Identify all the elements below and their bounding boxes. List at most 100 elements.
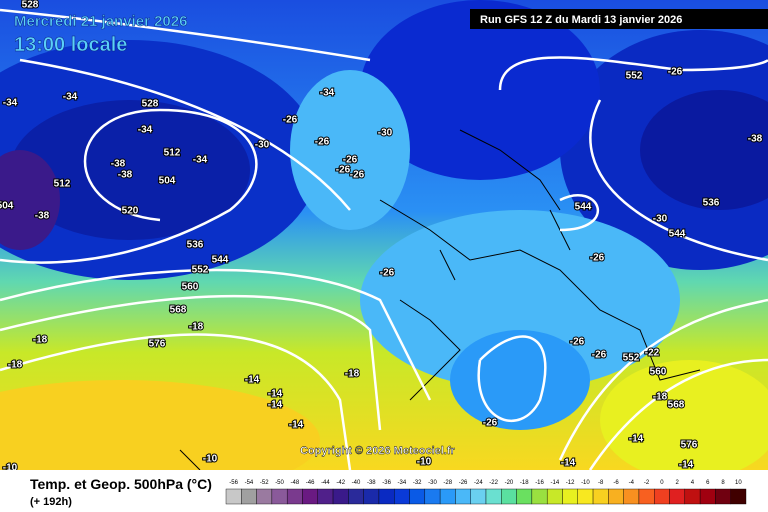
legend-swatch — [608, 488, 624, 505]
legend-swatch — [730, 488, 747, 505]
legend-swatch — [699, 488, 716, 505]
contour-label: -34 — [138, 125, 153, 136]
legend-swatch — [241, 488, 257, 505]
contour-label: 520 — [122, 206, 139, 217]
legend-label: -16 — [535, 480, 544, 486]
legend-label: -50 — [275, 480, 284, 486]
legend-label: -6 — [613, 480, 619, 486]
contour-label: -38 — [748, 134, 763, 145]
contour-label: 544 — [575, 202, 592, 213]
legend-label: 0 — [660, 480, 664, 486]
contour-label: -10 — [417, 457, 432, 468]
legend-label: -22 — [489, 480, 498, 486]
contour-label: -14 — [268, 389, 283, 400]
legend-swatch — [715, 488, 731, 505]
contour-label: 528 — [142, 99, 159, 110]
legend-swatch — [562, 488, 578, 505]
contour-label: -34 — [320, 88, 335, 99]
map: 528-34-34528-34512-38-38504-34520512-385… — [0, 0, 768, 500]
legend-swatch — [623, 488, 640, 505]
contour-label: -26 — [315, 137, 330, 148]
contour-label: -30 — [378, 128, 393, 139]
legend-swatch — [546, 488, 563, 505]
legend-swatch — [302, 488, 318, 505]
legend-swatch — [501, 488, 517, 505]
contour-label: -26 — [380, 268, 395, 279]
contour-label: 552 — [192, 265, 209, 276]
legend-swatch — [225, 488, 242, 505]
copyright: Copyright © 2026 Meteociel.fr — [300, 445, 456, 457]
contour-label: 536 — [187, 240, 204, 251]
legend-label: -44 — [321, 480, 330, 486]
legend-label: -10 — [581, 480, 590, 486]
contour-label: -18 — [653, 392, 668, 403]
legend-swatch — [363, 488, 380, 505]
contour-label: -14 — [245, 375, 260, 386]
contour-label: -14 — [268, 400, 283, 411]
legend-label: -42 — [336, 480, 345, 486]
contour-label: -30 — [255, 140, 270, 151]
legend-swatch — [317, 488, 334, 505]
contour-label: 568 — [170, 305, 187, 316]
legend-label: -18 — [520, 480, 529, 486]
legend-label: 2 — [676, 480, 680, 486]
legend-label: -4 — [629, 480, 635, 486]
legend-swatch — [256, 488, 273, 505]
legend-swatch — [286, 488, 303, 505]
legend-swatch — [577, 488, 594, 505]
legend-swatch — [516, 488, 533, 505]
contour-label: -18 — [189, 322, 204, 333]
contour-label: -14 — [289, 420, 304, 431]
legend-swatch — [332, 488, 349, 505]
contour-label: -18 — [345, 369, 360, 380]
contour-label: -14 — [561, 458, 576, 469]
contour-label: 560 — [182, 282, 199, 293]
legend-label: 6 — [706, 480, 710, 486]
contour-label: -26 — [343, 155, 358, 166]
legend-label: -48 — [290, 480, 299, 486]
footer-title: Temp. et Geop. 500hPa (°C) — [30, 476, 212, 492]
contour-label: -22 — [645, 348, 660, 359]
map-time: 13:00 locale — [14, 34, 127, 56]
legend-label: -30 — [428, 480, 437, 486]
legend-label: -56 — [229, 480, 238, 486]
contour-label: -26 — [336, 165, 351, 176]
contour-label: -26 — [570, 337, 585, 348]
legend-label: 8 — [721, 480, 725, 486]
run-info: Run GFS 12 Z du Mardi 13 janvier 2026 — [480, 14, 682, 26]
contour-label: 544 — [212, 255, 229, 266]
contour-label: -26 — [350, 170, 365, 181]
contour-label: 576 — [149, 339, 166, 350]
contour-label: -14 — [679, 460, 694, 471]
contour-label: 552 — [626, 71, 643, 82]
contour-label: -26 — [668, 67, 683, 78]
legend-label: -8 — [598, 480, 604, 486]
contour-label: -18 — [8, 360, 23, 371]
contour-label: 576 — [681, 440, 698, 451]
legend-label: 10 — [735, 480, 742, 486]
legend-label: -12 — [566, 480, 575, 486]
legend-swatch — [684, 488, 701, 505]
contour-label: 512 — [164, 148, 181, 159]
legend: -56 -54 -52 -50 -48 -46 -44 -42 -40 -38 -36 -34 -32-… — [225, 480, 747, 505]
contour-label: -34 — [193, 155, 208, 166]
legend-label: -2 — [644, 480, 650, 486]
legend-label: -40 — [352, 480, 361, 486]
legend-label: -46 — [306, 480, 315, 486]
legend-swatch — [455, 488, 471, 505]
legend-label: -54 — [245, 480, 254, 486]
legend-label: -20 — [505, 480, 514, 486]
legend-label: -32 — [413, 480, 422, 486]
contour-label: -26 — [590, 253, 605, 264]
contour-label: 544 — [669, 229, 686, 240]
contour-label: -14 — [629, 434, 644, 445]
legend-swatch — [470, 488, 487, 505]
legend-swatch — [271, 488, 288, 505]
legend-swatch — [424, 488, 441, 505]
legend-swatch — [638, 488, 655, 505]
contour-label: 552 — [623, 353, 640, 364]
legend-swatch — [669, 488, 686, 505]
contour-label: 536 — [703, 198, 720, 209]
contour-label: 528 — [22, 0, 39, 11]
